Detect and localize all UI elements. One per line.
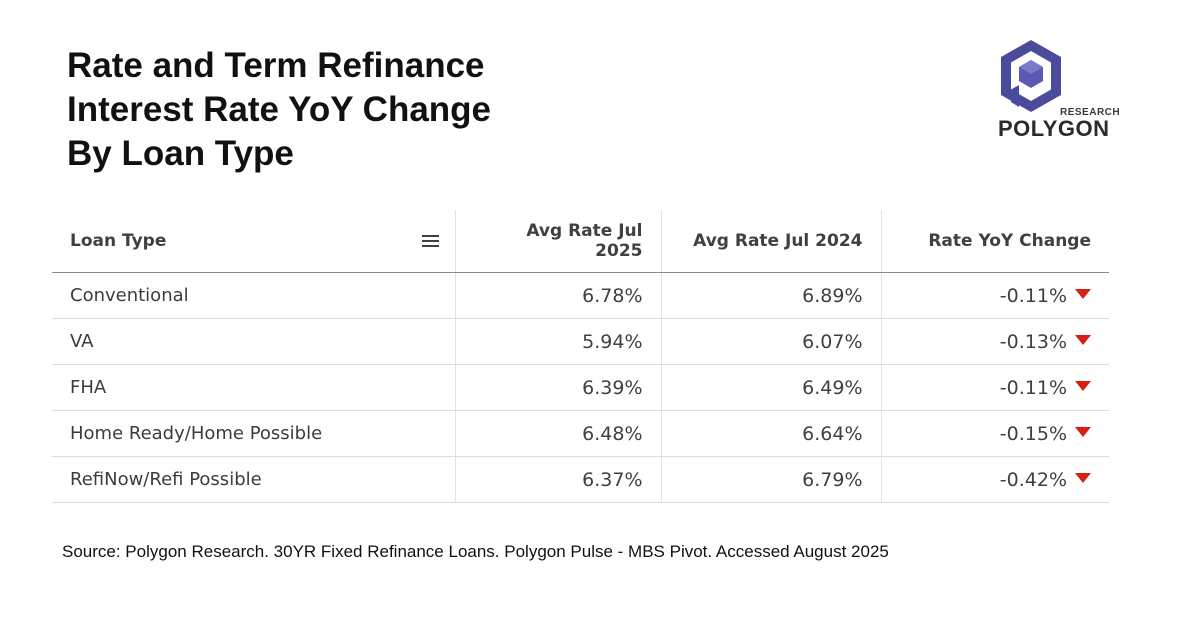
cell-loan-type: RefiNow/Refi Possible: [52, 456, 455, 503]
cell-rate-yoy-change-value: -0.13%: [999, 330, 1067, 353]
chart-title: Rate and Term Refinance Interest Rate Yo…: [67, 44, 491, 176]
table-row: Conventional 6.78% 6.89% -0.11%: [52, 272, 1109, 319]
cell-avg-rate-2024: 6.64%: [660, 410, 881, 457]
cell-rate-yoy-change-value: -0.11%: [999, 376, 1067, 399]
column-header-loan-type[interactable]: Loan Type: [52, 210, 455, 273]
cell-loan-type: Home Ready/Home Possible: [52, 410, 455, 457]
column-menu-icon[interactable]: [421, 234, 439, 248]
cell-rate-yoy-change-value: -0.15%: [999, 422, 1067, 445]
cell-avg-rate-2025-value: 6.48%: [582, 422, 643, 445]
loan-type-table: Loan Type Avg Rate Jul 2025 Avg Rate Jul…: [52, 210, 1109, 503]
table-row: RefiNow/Refi Possible 6.37% 6.79% -0.42%: [52, 456, 1109, 503]
table-row: VA 5.94% 6.07% -0.13%: [52, 318, 1109, 365]
down-triangle-icon: [1075, 473, 1091, 483]
title-line-1: Rate and Term Refinance: [67, 46, 485, 85]
cell-loan-type: FHA: [52, 364, 455, 411]
cell-avg-rate-2025-value: 6.37%: [582, 468, 643, 491]
column-header-avg-rate-2025[interactable]: Avg Rate Jul 2025: [454, 210, 661, 273]
cell-avg-rate-2024: 6.07%: [660, 318, 881, 365]
cell-avg-rate-2024-value: 6.89%: [802, 284, 863, 307]
cell-avg-rate-2024: 6.79%: [660, 456, 881, 503]
column-header-label: Loan Type: [70, 231, 167, 251]
cell-rate-yoy-change: -0.42%: [880, 456, 1109, 503]
table-row: FHA 6.39% 6.49% -0.11%: [52, 364, 1109, 411]
cell-loan-type-value: Conventional: [70, 285, 189, 306]
cell-avg-rate-2025: 6.37%: [454, 456, 661, 503]
cell-rate-yoy-change: -0.11%: [880, 364, 1109, 411]
down-triangle-icon: [1075, 427, 1091, 437]
down-triangle-icon: [1075, 381, 1091, 391]
cell-avg-rate-2025: 6.39%: [454, 364, 661, 411]
cell-loan-type-value: VA: [70, 331, 94, 352]
source-note: Source: Polygon Research. 30YR Fixed Ref…: [62, 542, 889, 561]
table-row: Home Ready/Home Possible 6.48% 6.64% -0.15%: [52, 410, 1109, 457]
cell-loan-type-value: FHA: [70, 377, 107, 398]
column-header-avg-rate-2024[interactable]: Avg Rate Jul 2024: [660, 210, 881, 273]
cell-avg-rate-2024: 6.89%: [660, 272, 881, 319]
cell-avg-rate-2025-value: 6.39%: [582, 376, 643, 399]
down-triangle-icon: [1075, 289, 1091, 299]
cell-avg-rate-2025-value: 5.94%: [582, 330, 643, 353]
cell-loan-type-value: RefiNow/Refi Possible: [70, 469, 262, 490]
cell-rate-yoy-change: -0.15%: [880, 410, 1109, 457]
cell-avg-rate-2024-value: 6.07%: [802, 330, 863, 353]
column-header-rate-yoy-change[interactable]: Rate YoY Change: [880, 210, 1109, 273]
title-line-3: By Loan Type: [67, 134, 294, 173]
cell-avg-rate-2024: 6.49%: [660, 364, 881, 411]
cell-avg-rate-2025: 6.78%: [454, 272, 661, 319]
cell-avg-rate-2025: 6.48%: [454, 410, 661, 457]
cell-avg-rate-2025: 5.94%: [454, 318, 661, 365]
cell-rate-yoy-change-value: -0.11%: [999, 284, 1067, 307]
cell-avg-rate-2024-value: 6.49%: [802, 376, 863, 399]
logo-research-text: RESEARCH: [1060, 107, 1121, 118]
polygon-research-logo: RESEARCH POLYGON: [992, 38, 1121, 142]
title-line-2: Interest Rate YoY Change: [67, 90, 492, 129]
logo-brand-text: POLYGON: [998, 116, 1110, 141]
table-header-row: Loan Type Avg Rate Jul 2025 Avg Rate Jul…: [52, 210, 1109, 273]
cell-rate-yoy-change: -0.11%: [880, 272, 1109, 319]
cell-rate-yoy-change: -0.13%: [880, 318, 1109, 365]
cell-loan-type-value: Home Ready/Home Possible: [70, 423, 323, 444]
cell-loan-type: Conventional: [52, 272, 455, 319]
down-triangle-icon: [1075, 335, 1091, 345]
cell-loan-type: VA: [52, 318, 455, 365]
cell-avg-rate-2024-value: 6.79%: [802, 468, 863, 491]
polygon-hexagon-logo-icon: [1001, 40, 1061, 112]
table-body: Conventional 6.78% 6.89% -0.11% VA 5.94% 6.07%…: [52, 272, 1109, 503]
cell-rate-yoy-change-value: -0.42%: [999, 468, 1067, 491]
cell-avg-rate-2024-value: 6.64%: [802, 422, 863, 445]
cell-avg-rate-2025-value: 6.78%: [582, 284, 643, 307]
